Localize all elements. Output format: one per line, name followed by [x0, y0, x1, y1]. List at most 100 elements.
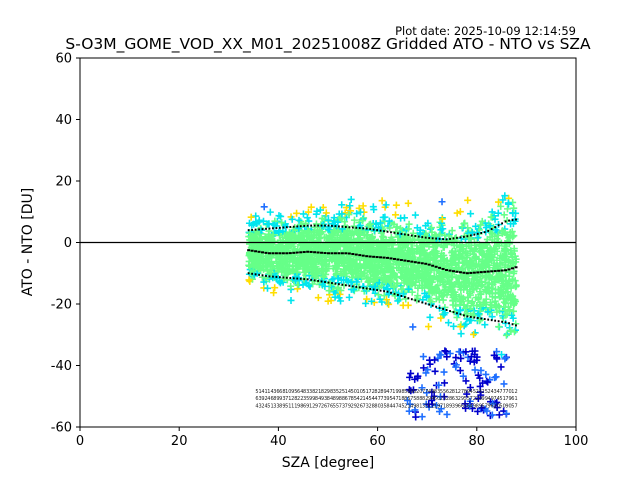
scatter-point	[414, 245, 422, 253]
scatter-point	[495, 288, 503, 296]
scatter-point	[503, 205, 511, 213]
scatter-point	[457, 354, 465, 362]
percentile-marker	[414, 235, 417, 238]
scatter-point	[437, 351, 445, 359]
scatter-point	[503, 410, 511, 418]
scatter-point	[510, 267, 518, 275]
percentile-marker	[445, 238, 448, 241]
median-marker	[365, 255, 369, 258]
bin-count-label: 89	[333, 396, 339, 402]
bin-count-label: 55	[464, 396, 470, 402]
percentile-marker	[476, 316, 479, 319]
median-marker	[417, 261, 421, 264]
scatter-point	[312, 263, 320, 271]
percentile-marker	[355, 285, 358, 288]
scatter-point	[338, 253, 346, 261]
bin-count-label: 33	[273, 403, 279, 409]
scatter-point	[283, 231, 291, 239]
scatter-point	[448, 227, 456, 235]
scatter-point	[474, 234, 482, 242]
percentile-marker	[469, 315, 472, 318]
scatter-point	[304, 208, 312, 216]
scatter-point	[418, 413, 426, 421]
scatter-point	[478, 250, 486, 258]
bin-count-label: 66	[458, 403, 464, 409]
bin-count-label: 14	[363, 396, 369, 402]
scatter-point	[346, 202, 354, 210]
scatter-point	[508, 253, 516, 261]
scatter-point	[413, 275, 421, 283]
percentile-marker	[254, 228, 257, 231]
scatter-point	[387, 234, 395, 242]
scatter-point	[329, 243, 337, 251]
x-tick-label: 60	[369, 434, 386, 449]
percentile-marker	[327, 281, 330, 284]
bin-count-label: 29	[458, 396, 464, 402]
median-marker	[340, 252, 344, 255]
bin-count-label: 77	[499, 389, 505, 395]
percentile-marker	[480, 232, 483, 235]
median-marker	[399, 259, 403, 262]
scatter-point	[354, 272, 362, 280]
scatter-point	[334, 284, 342, 292]
scatter-point	[414, 292, 422, 300]
bin-count-label: 98	[297, 403, 303, 409]
percentile-marker	[403, 296, 406, 299]
percentile-marker	[341, 283, 344, 286]
scatter-point	[404, 396, 412, 404]
percentile-marker	[285, 276, 288, 279]
scatter-point	[493, 348, 501, 356]
scatter-point	[387, 278, 395, 286]
scatter-point	[316, 206, 324, 214]
scatter-point	[414, 271, 422, 279]
percentile-marker	[365, 287, 368, 290]
median-marker	[427, 263, 431, 266]
scatter-points	[245, 192, 520, 421]
percentile-marker	[483, 318, 486, 321]
scatter-point	[458, 265, 466, 273]
scatter-point	[314, 294, 322, 302]
bin-count-label: 64	[297, 389, 303, 395]
scatter-point	[287, 282, 295, 290]
y-tick-label: 40	[55, 113, 72, 128]
scatter-point	[260, 278, 268, 286]
median-marker	[267, 252, 271, 255]
median-marker	[358, 254, 362, 257]
percentile-marker	[327, 224, 330, 227]
scatter-point	[335, 258, 343, 266]
scatter-point	[467, 244, 475, 252]
scatter-point	[472, 294, 480, 302]
percentile-marker	[268, 227, 271, 230]
percentile-marker	[497, 320, 500, 323]
scatter-point	[461, 219, 469, 227]
percentile-marker	[442, 238, 444, 241]
scatter-point	[334, 228, 342, 236]
scatter-point	[260, 203, 268, 211]
bin-count-label: 84	[327, 396, 333, 402]
scatter-point	[367, 233, 375, 241]
scatter-point	[466, 384, 474, 392]
percentile-marker	[459, 313, 462, 316]
percentile-marker	[469, 234, 472, 237]
scatter-point	[330, 214, 338, 222]
scatter-point	[411, 406, 419, 414]
percentile-marker	[494, 226, 497, 229]
percentile-marker	[313, 224, 316, 227]
median-marker	[261, 251, 265, 254]
scatter-point	[482, 370, 490, 378]
bin-count-label: 26	[321, 403, 327, 409]
median-marker	[330, 252, 334, 255]
scatter-point	[442, 285, 450, 293]
scatter-point	[263, 267, 271, 275]
median-marker	[476, 271, 480, 274]
percentile-marker	[473, 233, 476, 236]
scatter-point	[420, 364, 428, 372]
percentile-marker	[362, 286, 365, 289]
median-marker	[455, 270, 459, 273]
percentile-marker	[369, 288, 372, 291]
scatter-point	[305, 227, 313, 235]
scatter-point	[278, 268, 286, 276]
scatter-point	[345, 293, 353, 301]
scatter-point	[250, 220, 258, 228]
scatter-point	[258, 262, 266, 270]
